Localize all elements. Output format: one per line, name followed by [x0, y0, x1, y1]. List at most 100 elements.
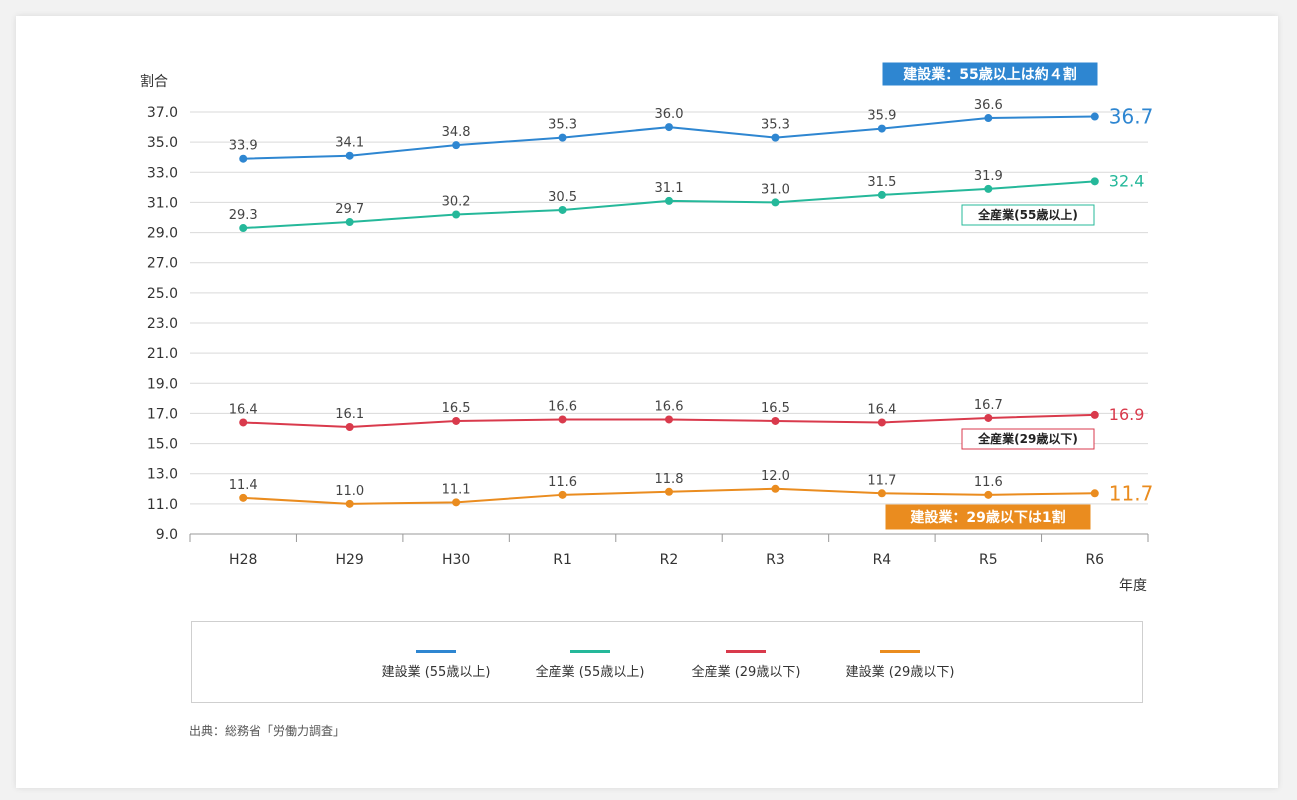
data-label: 16.6: [548, 399, 577, 414]
y-tick-label: 25.0: [147, 286, 178, 302]
data-label: 35.3: [761, 118, 790, 133]
x-tick-label: H28: [229, 552, 257, 568]
annotation-box: [882, 62, 1098, 86]
y-tick-label: 33.0: [147, 165, 178, 181]
data-point: [239, 224, 248, 233]
data-label: 29.3: [229, 208, 258, 223]
data-point: [984, 184, 993, 193]
data-point: [452, 416, 461, 425]
x-tick-label: R2: [660, 552, 679, 568]
data-point: [345, 151, 354, 160]
x-tick-label: R6: [1085, 552, 1104, 568]
y-tick-label: 31.0: [147, 195, 178, 211]
y-tick-labels: 9.0 11.0 13.0 15.0 17.0 19.0 21.0 23.0 25.0 27.0 2…: [147, 105, 178, 543]
data-point: [345, 422, 354, 431]
y-tick-label: 27.0: [147, 256, 178, 272]
data-label: 36.6: [974, 98, 1003, 113]
data-label: 34.1: [335, 136, 364, 151]
data-label: 16.4: [229, 402, 258, 417]
data-point: [558, 415, 567, 424]
annotation-text: 全産業(55歳以上): [977, 207, 1078, 222]
data-label: 36.0: [655, 107, 684, 122]
annotation-box: [885, 504, 1091, 530]
data-label: 31.1: [655, 181, 684, 196]
data-point: [984, 413, 993, 422]
data-point: [1090, 112, 1099, 121]
data-label: 11.8: [655, 472, 684, 487]
data-point: [877, 418, 886, 427]
data-point: [239, 493, 248, 502]
data-label: 35.9: [867, 109, 896, 124]
annotation-0: 建設業：55歳以上は約４割: [882, 62, 1098, 86]
x-tick-label: R4: [873, 552, 892, 568]
annotation-text: 建設業：29歳以下は1割: [910, 509, 1065, 526]
legend-item-construction-55: 建設業 (55歳以上): [356, 650, 516, 680]
data-point: [452, 498, 461, 507]
x-axis-label: 年度: [1119, 578, 1147, 594]
data-point: [665, 123, 673, 132]
x-axis: H28 H29 H30 R1 R2 R3 R4 R5 R6: [189, 533, 1149, 568]
legend-item-all-55: 全産業 (55歳以上): [510, 650, 670, 680]
legend-item-all-29: 全産業 (29歳以下): [666, 650, 826, 680]
data-point: [771, 484, 780, 493]
y-axis-label: 割合: [140, 73, 168, 90]
data-label: 29.7: [335, 202, 364, 217]
data-label: 31.9: [974, 169, 1003, 184]
data-label: 16.5: [442, 401, 471, 416]
data-label: 35.3: [548, 118, 577, 133]
data-label: 30.5: [548, 190, 577, 205]
x-tick-label: H30: [442, 552, 470, 568]
legend-label: 全産業 (55歳以上): [535, 665, 645, 680]
data-label: 16.5: [761, 401, 790, 416]
data-point: [345, 218, 354, 227]
annotation-box: [961, 204, 1095, 226]
data-label: 11.1: [442, 482, 471, 497]
data-label: 16.6: [655, 399, 684, 414]
data-point: [345, 499, 354, 508]
annotation-box: [961, 428, 1095, 450]
x-tick-label: R3: [766, 552, 785, 568]
y-tick-label: 11.0: [147, 497, 178, 513]
annotation-text: 全産業(29歳以下): [977, 431, 1078, 446]
x-tick-label: H29: [335, 552, 363, 568]
data-point: [771, 198, 780, 207]
data-label: 16.1: [335, 407, 364, 422]
end-value-label: 16.9: [1109, 405, 1145, 424]
data-point: [877, 124, 886, 133]
data-label: 11.4: [229, 478, 258, 493]
legend-label: 建設業 (55歳以上): [381, 665, 491, 680]
data-point: [239, 418, 248, 427]
legend-item-construction-29: 建設業 (29歳以下): [820, 650, 980, 680]
data-point: [558, 490, 567, 499]
data-point: [984, 114, 993, 123]
data-point: [771, 133, 780, 142]
data-point: [984, 490, 993, 499]
y-tick-label: 35.0: [147, 135, 178, 151]
data-label: 33.9: [229, 139, 258, 154]
annotation-text: 建設業：55歳以上は約４割: [903, 66, 1076, 83]
y-tick-label: 29.0: [147, 226, 178, 242]
end-value-label: 32.4: [1109, 171, 1145, 190]
data-label: 34.8: [442, 125, 471, 140]
y-tick-label: 17.0: [147, 406, 178, 422]
data-point: [1090, 489, 1099, 498]
data-point: [452, 141, 461, 150]
legend-swatch: [726, 650, 766, 653]
annotation-1: 全産業(55歳以上): [961, 204, 1095, 226]
y-tick-label: 19.0: [147, 376, 178, 392]
data-point: [665, 196, 673, 205]
x-tick-label: R5: [979, 552, 998, 568]
data-point: [665, 487, 673, 496]
data-label: 11.0: [335, 484, 364, 499]
data-label: 11.7: [867, 473, 896, 488]
y-tick-label: 23.0: [147, 316, 178, 332]
data-point: [1090, 177, 1099, 186]
annotation-2: 全産業(29歳以下): [961, 428, 1095, 450]
data-label: 31.0: [761, 182, 790, 197]
y-tick-label: 13.0: [147, 467, 178, 483]
data-label: 11.6: [974, 475, 1003, 490]
y-tick-label: 9.0: [156, 527, 178, 543]
legend-swatch: [880, 650, 920, 653]
